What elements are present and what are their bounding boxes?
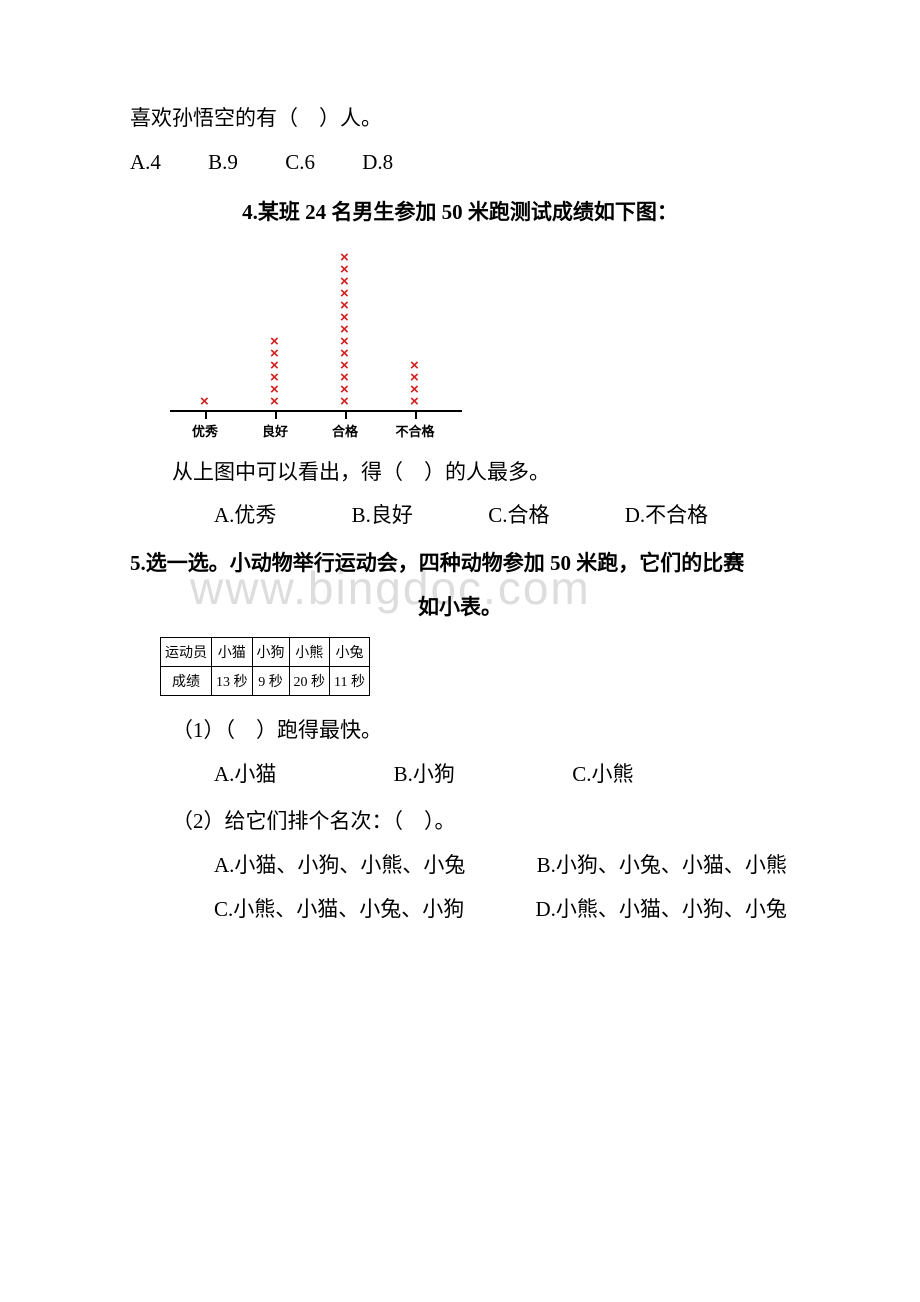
table-cell: 20 秒 [289,666,330,695]
table-header-cell: 小狗 [252,637,289,666]
table-header-cell: 小熊 [289,637,330,666]
q4-chart: 优秀×良好××××××合格×××××××××××××不合格×××× [160,240,790,440]
q5-sub2-option-d: D.小熊、小猫、小狗、小兔 [494,891,787,929]
q5-sub1-options: A.小猫 B.小狗 C.小熊 [130,756,790,794]
q5-sub1-option-a: A.小猫 [172,756,276,794]
table-cell: 13 秒 [212,666,253,695]
chart-tick [415,412,417,419]
q4-question: 从上图中可以看出，得（ ）的人最多。 [130,454,790,492]
table-cell: 9 秒 [252,666,289,695]
q5-heading-line2: 如小表。 [130,589,790,627]
q3-option-d: D.8 [362,144,393,182]
q5-sub1-option-c: C.小熊 [530,756,633,794]
chart-axis-label: 良好 [262,421,288,440]
q4-option-d: D.不合格 [583,497,708,535]
q3-option-a: A.4 [130,144,161,182]
q3-option-b: B.9 [208,144,238,182]
q4-option-c: C.合格 [446,497,549,535]
chart-x-mark: × [270,333,279,350]
q5-sub2-options-row2: C.小熊、小猫、小兔、小狗 D.小熊、小猫、小狗、小兔 [130,891,790,929]
table-header-cell: 运动员 [161,637,212,666]
q5-sub2-option-a: A.小猫、小狗、小熊、小兔 [172,847,465,885]
q5-sub2-option-c: C.小熊、小猫、小兔、小狗 [172,891,464,929]
q4-heading: 4.某班 24 名男生参加 50 米跑测试成绩如下图： [130,196,790,226]
q4-option-b: B.良好 [310,497,413,535]
q5-sub2-option-b: B.小狗、小兔、小猫、小熊 [495,847,787,885]
chart-tick [345,412,347,419]
chart-axis-label: 合格 [332,421,358,440]
q5-sub1-option-b: B.小狗 [352,756,455,794]
q5-sub2-options-row1: A.小猫、小狗、小熊、小兔 B.小狗、小兔、小猫、小熊 [130,847,790,885]
table-cell: 11 秒 [330,666,370,695]
q5-heading-line1: 5.选一选。小动物举行运动会，四种动物参加 50 米跑，它们的比赛 [130,545,790,583]
table-header-row: 运动员 小猫 小狗 小熊 小兔 [161,637,370,666]
chart-tick [205,412,207,419]
q5-sub1-question: （1）（ ）跑得最快。 [130,712,790,750]
chart-x-mark: × [340,249,349,266]
q3-text: 喜欢孙悟空的有（ ）人。 [130,100,790,138]
chart-x-axis [170,410,462,412]
q4-options: A.优秀 B.良好 C.合格 D.不合格 [130,497,790,535]
q5-sub2-question: （2）给它们排个名次：（ ）。 [130,803,790,841]
q3-options: A.4 B.9 C.6 D.8 [130,144,790,182]
chart-axis-label: 优秀 [192,421,218,440]
table-data-row: 成绩 13 秒 9 秒 20 秒 11 秒 [161,666,370,695]
chart-x-mark: × [410,357,419,374]
table-header-cell: 小猫 [212,637,253,666]
table-header-cell: 小兔 [330,637,370,666]
q3-option-c: C.6 [285,144,315,182]
q4-option-a: A.优秀 [172,497,276,535]
table-row-label: 成绩 [161,666,212,695]
chart-axis-label: 不合格 [396,421,435,440]
chart-tick [275,412,277,419]
chart-x-mark: × [200,393,209,410]
q5-race-table: 运动员 小猫 小狗 小熊 小兔 成绩 13 秒 9 秒 20 秒 11 秒 [160,637,370,696]
